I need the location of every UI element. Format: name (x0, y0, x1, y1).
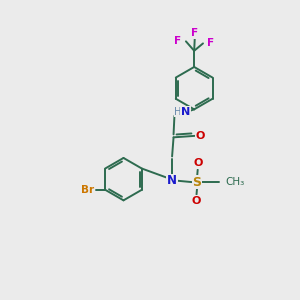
Text: F: F (191, 28, 198, 38)
Text: N: N (181, 107, 190, 117)
Text: F: F (174, 36, 182, 46)
Text: CH₃: CH₃ (226, 177, 245, 187)
Text: F: F (207, 38, 214, 48)
Text: S: S (193, 176, 202, 189)
Text: H: H (174, 107, 182, 117)
Text: O: O (193, 158, 202, 168)
Text: O: O (195, 131, 205, 141)
Text: O: O (192, 196, 201, 206)
Text: N: N (167, 174, 177, 187)
Text: Br: Br (81, 185, 94, 195)
